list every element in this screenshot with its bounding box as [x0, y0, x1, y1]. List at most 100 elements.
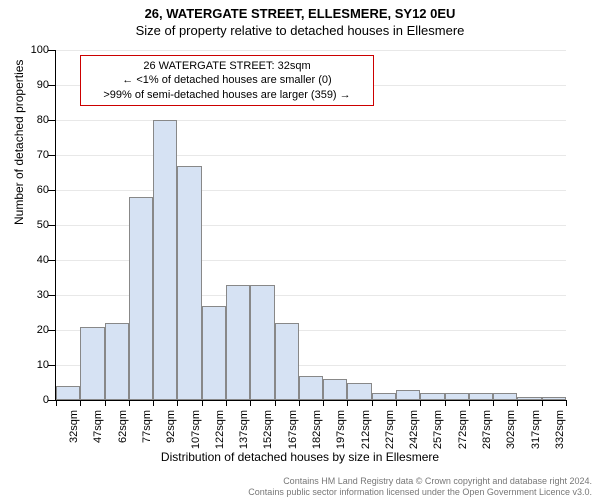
histogram-bar [469, 393, 493, 400]
histogram-bar [493, 393, 517, 400]
x-tick [56, 400, 57, 406]
annotation-box: 26 WATERGATE STREET: 32sqm ← <1% of deta… [80, 55, 374, 106]
x-tick-label: 242sqm [408, 410, 420, 450]
footer-line: Contains public sector information licen… [248, 487, 592, 498]
annotation-line: 26 WATERGATE STREET: 32sqm [87, 59, 367, 73]
y-tick [48, 50, 56, 51]
page-title: 26, WATERGATE STREET, ELLESMERE, SY12 0E… [0, 0, 600, 21]
x-tick [542, 400, 543, 406]
y-tick-label: 10 [21, 359, 49, 371]
gridline [56, 155, 566, 156]
x-tick [129, 400, 130, 406]
x-tick [469, 400, 470, 406]
footer-credits: Contains HM Land Registry data © Crown c… [248, 476, 592, 498]
x-tick-label: 257sqm [432, 410, 444, 450]
x-tick [445, 400, 446, 406]
y-tick [48, 365, 56, 366]
x-tick [420, 400, 421, 406]
x-tick [517, 400, 518, 406]
histogram-bar [542, 397, 566, 401]
x-tick-label: 122sqm [214, 410, 226, 450]
annotation-line: >99% of semi-detached houses are larger … [87, 88, 367, 102]
histogram-bar [396, 390, 420, 401]
x-tick [566, 400, 567, 406]
y-tick [48, 330, 56, 331]
x-tick [396, 400, 397, 406]
x-tick-label: 302sqm [505, 410, 517, 450]
histogram-bar [226, 285, 250, 401]
histogram-bar [445, 393, 469, 400]
histogram-bar [299, 376, 323, 401]
y-tick-label: 60 [21, 184, 49, 196]
y-tick-label: 80 [21, 114, 49, 126]
y-tick-label: 30 [21, 289, 49, 301]
histogram-bar [347, 383, 371, 401]
x-tick-label: 287sqm [481, 410, 493, 450]
x-tick [323, 400, 324, 406]
y-tick [48, 155, 56, 156]
x-tick [153, 400, 154, 406]
x-tick-label: 32sqm [68, 410, 80, 450]
x-tick [275, 400, 276, 406]
histogram-bar [250, 285, 274, 401]
histogram-bar [129, 197, 153, 400]
x-tick-label: 227sqm [384, 410, 396, 450]
x-tick-label: 197sqm [335, 410, 347, 450]
y-tick-label: 70 [21, 149, 49, 161]
histogram-bar [420, 393, 444, 400]
x-tick-label: 272sqm [457, 410, 469, 450]
footer-line: Contains HM Land Registry data © Crown c… [248, 476, 592, 487]
y-tick-label: 90 [21, 79, 49, 91]
x-tick [226, 400, 227, 406]
x-tick [105, 400, 106, 406]
x-axis-title: Distribution of detached houses by size … [0, 450, 600, 464]
x-tick [372, 400, 373, 406]
histogram-bar [517, 397, 541, 401]
annotation-line: ← <1% of detached houses are smaller (0) [87, 73, 367, 87]
x-tick-label: 62sqm [117, 410, 129, 450]
y-tick [48, 225, 56, 226]
y-tick-label: 50 [21, 219, 49, 231]
x-tick-label: 92sqm [165, 410, 177, 450]
y-tick [48, 260, 56, 261]
x-tick [80, 400, 81, 406]
x-tick-label: 137sqm [238, 410, 250, 450]
y-tick-label: 0 [21, 394, 49, 406]
y-tick [48, 120, 56, 121]
x-tick-label: 152sqm [262, 410, 274, 450]
x-tick [347, 400, 348, 406]
y-tick-label: 40 [21, 254, 49, 266]
histogram-bar [275, 323, 299, 400]
y-tick-label: 100 [21, 44, 49, 56]
histogram-bar [153, 120, 177, 400]
x-tick-label: 212sqm [360, 410, 372, 450]
gridline [56, 50, 566, 51]
x-tick [250, 400, 251, 406]
gridline [56, 190, 566, 191]
y-tick [48, 295, 56, 296]
histogram-bar [372, 393, 396, 400]
x-tick [493, 400, 494, 406]
histogram-bar [56, 386, 80, 400]
x-tick-label: 167sqm [287, 410, 299, 450]
x-tick-label: 317sqm [530, 410, 542, 450]
y-tick [48, 400, 56, 401]
y-tick [48, 85, 56, 86]
x-tick-label: 332sqm [554, 410, 566, 450]
gridline [56, 120, 566, 121]
x-tick-label: 182sqm [311, 410, 323, 450]
histogram-bar [80, 327, 104, 401]
y-tick [48, 190, 56, 191]
page-subtitle: Size of property relative to detached ho… [0, 21, 600, 38]
histogram-bar [177, 166, 201, 401]
histogram-bar [202, 306, 226, 401]
x-tick [299, 400, 300, 406]
x-tick [177, 400, 178, 406]
y-tick-label: 20 [21, 324, 49, 336]
x-tick-label: 77sqm [141, 410, 153, 450]
x-tick-label: 107sqm [190, 410, 202, 450]
histogram-bar [323, 379, 347, 400]
x-tick-label: 47sqm [92, 410, 104, 450]
histogram-bar [105, 323, 129, 400]
x-tick [202, 400, 203, 406]
